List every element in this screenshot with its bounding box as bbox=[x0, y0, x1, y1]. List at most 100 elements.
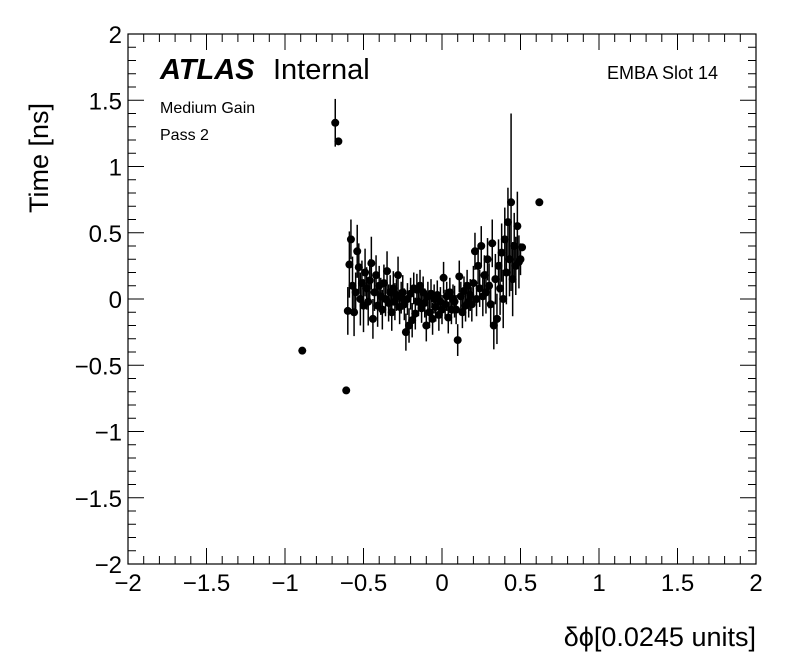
y-tick-label: −0.5 bbox=[75, 353, 122, 380]
data-point bbox=[390, 297, 399, 306]
data-point bbox=[441, 300, 450, 309]
data-point bbox=[445, 288, 454, 297]
x-tick-label: 1.5 bbox=[661, 570, 694, 597]
data-point bbox=[470, 247, 479, 256]
x-tick-label: 2 bbox=[749, 570, 762, 597]
data-point bbox=[452, 305, 461, 314]
data-point bbox=[362, 284, 371, 293]
data-point bbox=[331, 118, 340, 127]
data-point bbox=[510, 242, 519, 250]
data-point bbox=[343, 306, 352, 315]
data-point bbox=[387, 308, 396, 317]
x-tick-label: 0 bbox=[435, 570, 448, 597]
data-point bbox=[486, 300, 495, 309]
data-point bbox=[453, 336, 462, 345]
data-point bbox=[505, 255, 514, 264]
x-axis-title: δϕ[0.0245 units] bbox=[564, 622, 756, 652]
data-point bbox=[383, 267, 392, 276]
internal-label: Internal bbox=[273, 54, 370, 86]
data-point bbox=[475, 284, 484, 293]
data-point bbox=[394, 271, 403, 280]
data-point bbox=[364, 297, 373, 306]
data-point bbox=[353, 247, 362, 256]
data-point bbox=[518, 243, 527, 252]
data-point bbox=[401, 328, 410, 337]
data-point bbox=[433, 291, 442, 300]
data-point bbox=[365, 276, 374, 285]
x-tick-label: 0.5 bbox=[504, 570, 537, 597]
data-point bbox=[348, 281, 357, 290]
data-point bbox=[483, 255, 492, 264]
data-point bbox=[414, 297, 423, 306]
data-point bbox=[354, 263, 363, 272]
x-tick-label: 1 bbox=[592, 570, 605, 597]
data-point bbox=[345, 260, 354, 269]
data-point bbox=[463, 281, 472, 290]
data-point bbox=[481, 288, 490, 297]
data-point bbox=[503, 218, 512, 227]
data-point bbox=[485, 281, 494, 290]
tick-labels: −2 −1.5 −1 −0.5 0 0.5 1 1.5 2 −2 −1.5 −1 −0.5 0 0.5 1 1.… bbox=[75, 22, 763, 597]
data-point bbox=[458, 308, 467, 317]
data-point bbox=[361, 268, 370, 277]
y-tick-label: −1.5 bbox=[75, 486, 122, 513]
axis-ticks bbox=[127, 33, 757, 565]
data-point bbox=[411, 309, 420, 318]
data-point bbox=[500, 235, 509, 244]
data-point bbox=[467, 300, 476, 309]
data-point bbox=[425, 308, 434, 317]
data-point bbox=[408, 316, 417, 325]
data-point bbox=[439, 273, 448, 282]
data-point bbox=[477, 242, 486, 250]
data-point bbox=[516, 255, 525, 264]
data-point bbox=[472, 295, 481, 303]
y-tick-label: 0.5 bbox=[89, 221, 122, 248]
x-tick-label: −1.5 bbox=[183, 570, 230, 597]
y-tick-label: −2 bbox=[95, 552, 122, 579]
data-point bbox=[379, 279, 388, 288]
y-tick-label: 1 bbox=[109, 155, 122, 182]
data-point bbox=[492, 314, 501, 323]
data-point bbox=[466, 291, 475, 300]
data-point bbox=[508, 275, 517, 284]
data-point bbox=[494, 261, 503, 270]
data-point bbox=[367, 259, 376, 268]
pass-label: Pass 2 bbox=[160, 127, 209, 144]
data-point bbox=[298, 346, 307, 355]
data-point bbox=[334, 137, 343, 146]
data-point bbox=[356, 295, 365, 303]
data-point bbox=[384, 298, 393, 307]
data-point bbox=[370, 288, 379, 297]
data-point bbox=[350, 308, 359, 317]
data-point bbox=[378, 305, 387, 314]
y-tick-label: 2 bbox=[109, 22, 122, 49]
data-point bbox=[416, 281, 425, 290]
slot-label: EMBA Slot 14 bbox=[607, 63, 718, 83]
data-point bbox=[420, 298, 429, 307]
data-point bbox=[535, 198, 544, 207]
data-point bbox=[346, 235, 355, 244]
data-point bbox=[431, 302, 440, 311]
y-tick-label: 1.5 bbox=[89, 88, 122, 115]
data-point bbox=[372, 271, 381, 280]
y-tick-label: −1 bbox=[95, 420, 122, 447]
data-point bbox=[496, 284, 505, 293]
data-point bbox=[488, 239, 497, 248]
x-tick-label: −2 bbox=[114, 570, 141, 597]
data-point bbox=[489, 321, 498, 330]
y-tick-label: 0 bbox=[109, 287, 122, 314]
data-point bbox=[389, 284, 398, 293]
data-point bbox=[368, 314, 377, 323]
data-point bbox=[357, 279, 366, 288]
y-axis-title: Time [ns] bbox=[24, 103, 54, 213]
data-point bbox=[398, 288, 407, 297]
data-point bbox=[502, 268, 511, 277]
data-point bbox=[455, 272, 464, 281]
data-point bbox=[507, 198, 516, 207]
x-tick-label: −0.5 bbox=[340, 570, 387, 597]
data-point bbox=[480, 271, 489, 280]
gain-label: Medium Gain bbox=[160, 100, 255, 117]
data-point bbox=[428, 314, 437, 323]
